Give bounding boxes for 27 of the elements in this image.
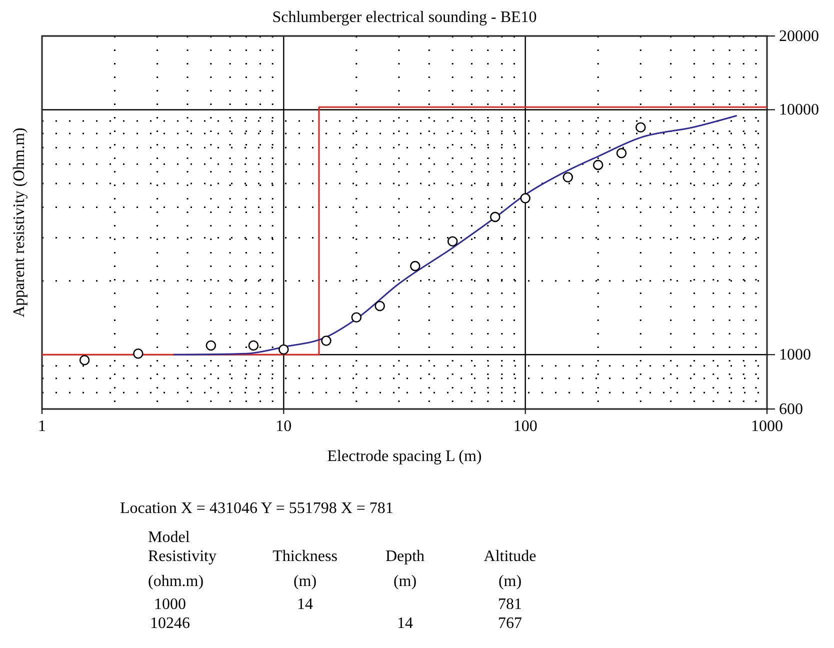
y-axis-title: Apparent resistivity (Ohm.m) (11, 128, 28, 318)
text: 767 (498, 615, 522, 632)
text: 10246 (150, 615, 190, 632)
text: 14 (297, 596, 313, 613)
text: 14 (397, 615, 413, 632)
text: Depth (385, 548, 425, 565)
y-tick-label: 600 (779, 401, 803, 418)
text: Thickness (272, 548, 338, 565)
x-tick-label: 1 (38, 418, 46, 435)
y-tick-label: 10000 (779, 102, 819, 119)
text: 781 (498, 596, 522, 613)
text: Resistivity (148, 548, 216, 565)
text: Altitude (484, 548, 536, 565)
text: Model (148, 529, 190, 546)
y-tick-label: 20000 (779, 28, 819, 45)
chart-title: Schlumberger electrical sounding - BE10 (272, 9, 537, 26)
y-tick-label: 1000 (779, 346, 811, 364)
x-tick-label: 100 (513, 418, 538, 435)
text: Location X = 431046 Y = 551798 X = 781 (120, 500, 394, 517)
text: (ohm.m) (148, 573, 204, 590)
x-tick-label: 1000 (751, 418, 783, 435)
text: (m) (293, 573, 317, 590)
text: (m) (393, 573, 417, 590)
x-tick-label: 10 (276, 418, 292, 435)
x-axis-title: Electrode spacing L (m) (327, 448, 482, 465)
text: (m) (498, 573, 522, 590)
text: 1000 (154, 596, 186, 613)
